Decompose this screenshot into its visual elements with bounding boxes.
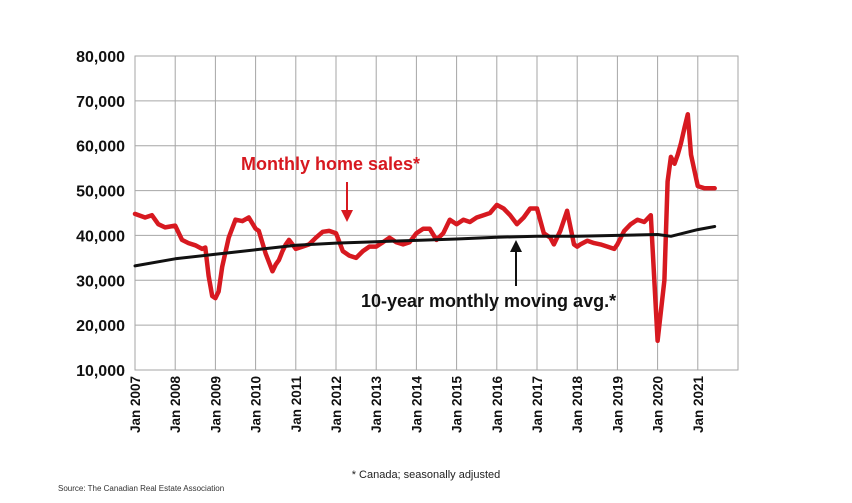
x-axis-ticks: Jan 2007 Jan 2008 Jan 2009 Jan 2010 Jan 2011… — [128, 376, 706, 434]
x-tick-label: Jan 2008 — [168, 376, 183, 434]
x-tick-label: Jan 2021 — [691, 376, 706, 434]
x-tick-label: Jan 2017 — [530, 376, 545, 433]
moving-avg-label-arrow — [510, 240, 522, 286]
y-tick-label: 30,000 — [76, 273, 125, 290]
moving-average-line — [133, 225, 717, 268]
plot-frame — [134, 55, 739, 371]
y-tick-label: 40,000 — [76, 228, 125, 245]
x-tick-label: Jan 2018 — [570, 376, 585, 434]
y-tick-label: 50,000 — [76, 184, 125, 201]
x-tick-label: Jan 2015 — [450, 376, 465, 434]
sales-series-label: Monthly home sales* — [241, 154, 420, 174]
x-tick-label: Jan 2011 — [289, 376, 304, 433]
sales-label-arrow — [341, 182, 353, 222]
x-tick-label: Jan 2014 — [409, 376, 424, 434]
x-tick-label: Jan 2020 — [651, 376, 666, 433]
y-tick-label: 70,000 — [76, 94, 125, 111]
x-tick-label: Jan 2013 — [369, 376, 384, 434]
x-tick-label: Jan 2009 — [208, 376, 223, 433]
x-tick-label: Jan 2007 — [128, 376, 143, 433]
x-tick-label: Jan 2016 — [490, 376, 505, 434]
y-tick-label: 20,000 — [76, 318, 125, 335]
sales-chart: 80,000 70,000 60,000 50,000 40,000 30,000 20,0… — [76, 49, 739, 434]
x-tick-label: Jan 2019 — [610, 376, 625, 433]
x-tick-label: Jan 2010 — [249, 376, 264, 433]
monthly-sales-line — [132, 112, 717, 344]
y-axis-ticks: 80,000 70,000 60,000 50,000 40,000 30,000 20,0… — [76, 49, 125, 380]
chart-footnote: * Canada; seasonally adjusted — [351, 469, 501, 481]
y-tick-label: 60,000 — [76, 139, 125, 156]
chart-source: Source: The Canadian Real Estate Associa… — [58, 484, 225, 493]
chart-series — [132, 112, 717, 344]
chart-grid — [134, 55, 739, 371]
moving-avg-series-label: 10-year monthly moving avg.* — [361, 291, 616, 311]
y-tick-label: 80,000 — [76, 49, 125, 66]
x-tick-label: Jan 2012 — [329, 376, 344, 433]
y-tick-label: 10,000 — [76, 363, 125, 380]
